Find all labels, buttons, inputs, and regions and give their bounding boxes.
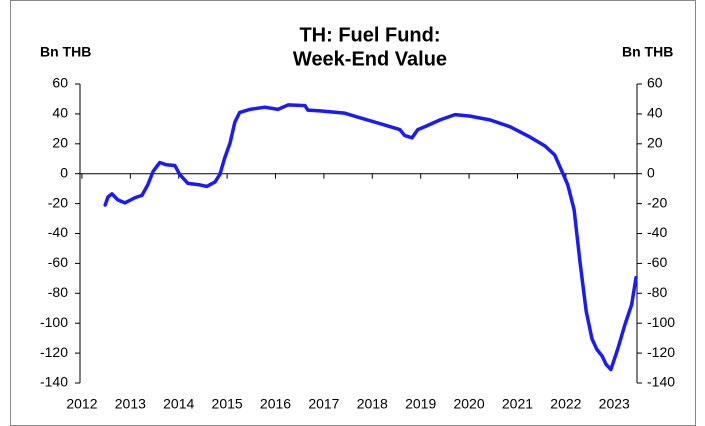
y-tick-label: 40 xyxy=(52,105,68,121)
x-tick-label: 2019 xyxy=(405,396,436,412)
y2-tick-label: -80 xyxy=(647,284,667,300)
y-axis-label: Bn THB xyxy=(40,44,91,60)
x-tick-label: 2015 xyxy=(212,396,243,412)
x-tick-label: 2017 xyxy=(308,396,339,412)
y-tick-label: -100 xyxy=(40,314,68,330)
y-tick-label: -140 xyxy=(40,374,68,390)
y-tick-label: 60 xyxy=(52,75,68,91)
y2-tick-label: -120 xyxy=(647,344,675,360)
x-tick-label: 2020 xyxy=(453,396,484,412)
y2-axis-label: Bn THB xyxy=(622,44,673,60)
x-tick-label: 2013 xyxy=(115,396,146,412)
y-tick-label: -120 xyxy=(40,344,68,360)
chart-subtitle: Week-End Value xyxy=(293,48,447,70)
y-tick-label: 20 xyxy=(52,135,68,151)
y2-tick-label: -40 xyxy=(647,224,667,240)
y2-tick-label: 20 xyxy=(647,135,663,151)
y2-tick-label: 40 xyxy=(647,105,663,121)
x-tick-label: 2023 xyxy=(599,396,630,412)
y2-tick-label: -140 xyxy=(647,374,675,390)
y-tick-label: -20 xyxy=(48,194,68,210)
y2-tick-label: -20 xyxy=(647,194,667,210)
y2-tick-label: 60 xyxy=(647,75,663,91)
y-tick-label: -80 xyxy=(48,284,68,300)
x-tick-label: 2016 xyxy=(260,396,291,412)
chart-title: TH: Fuel Fund: xyxy=(299,24,440,46)
y-tick-label: 0 xyxy=(60,164,68,180)
x-tick-label: 2022 xyxy=(550,396,581,412)
y-tick-label: -40 xyxy=(48,224,68,240)
data-line xyxy=(103,103,638,372)
x-tick-label: 2018 xyxy=(357,396,388,412)
y2-tick-label: -100 xyxy=(647,314,675,330)
y2-tick-label: -60 xyxy=(647,254,667,270)
x-tick-label: 2012 xyxy=(66,396,97,412)
x-tick-label: 2021 xyxy=(502,396,533,412)
y-tick-label: -60 xyxy=(48,254,68,270)
y2-tick-label: 0 xyxy=(647,164,655,180)
x-tick-label: 2014 xyxy=(163,396,194,412)
